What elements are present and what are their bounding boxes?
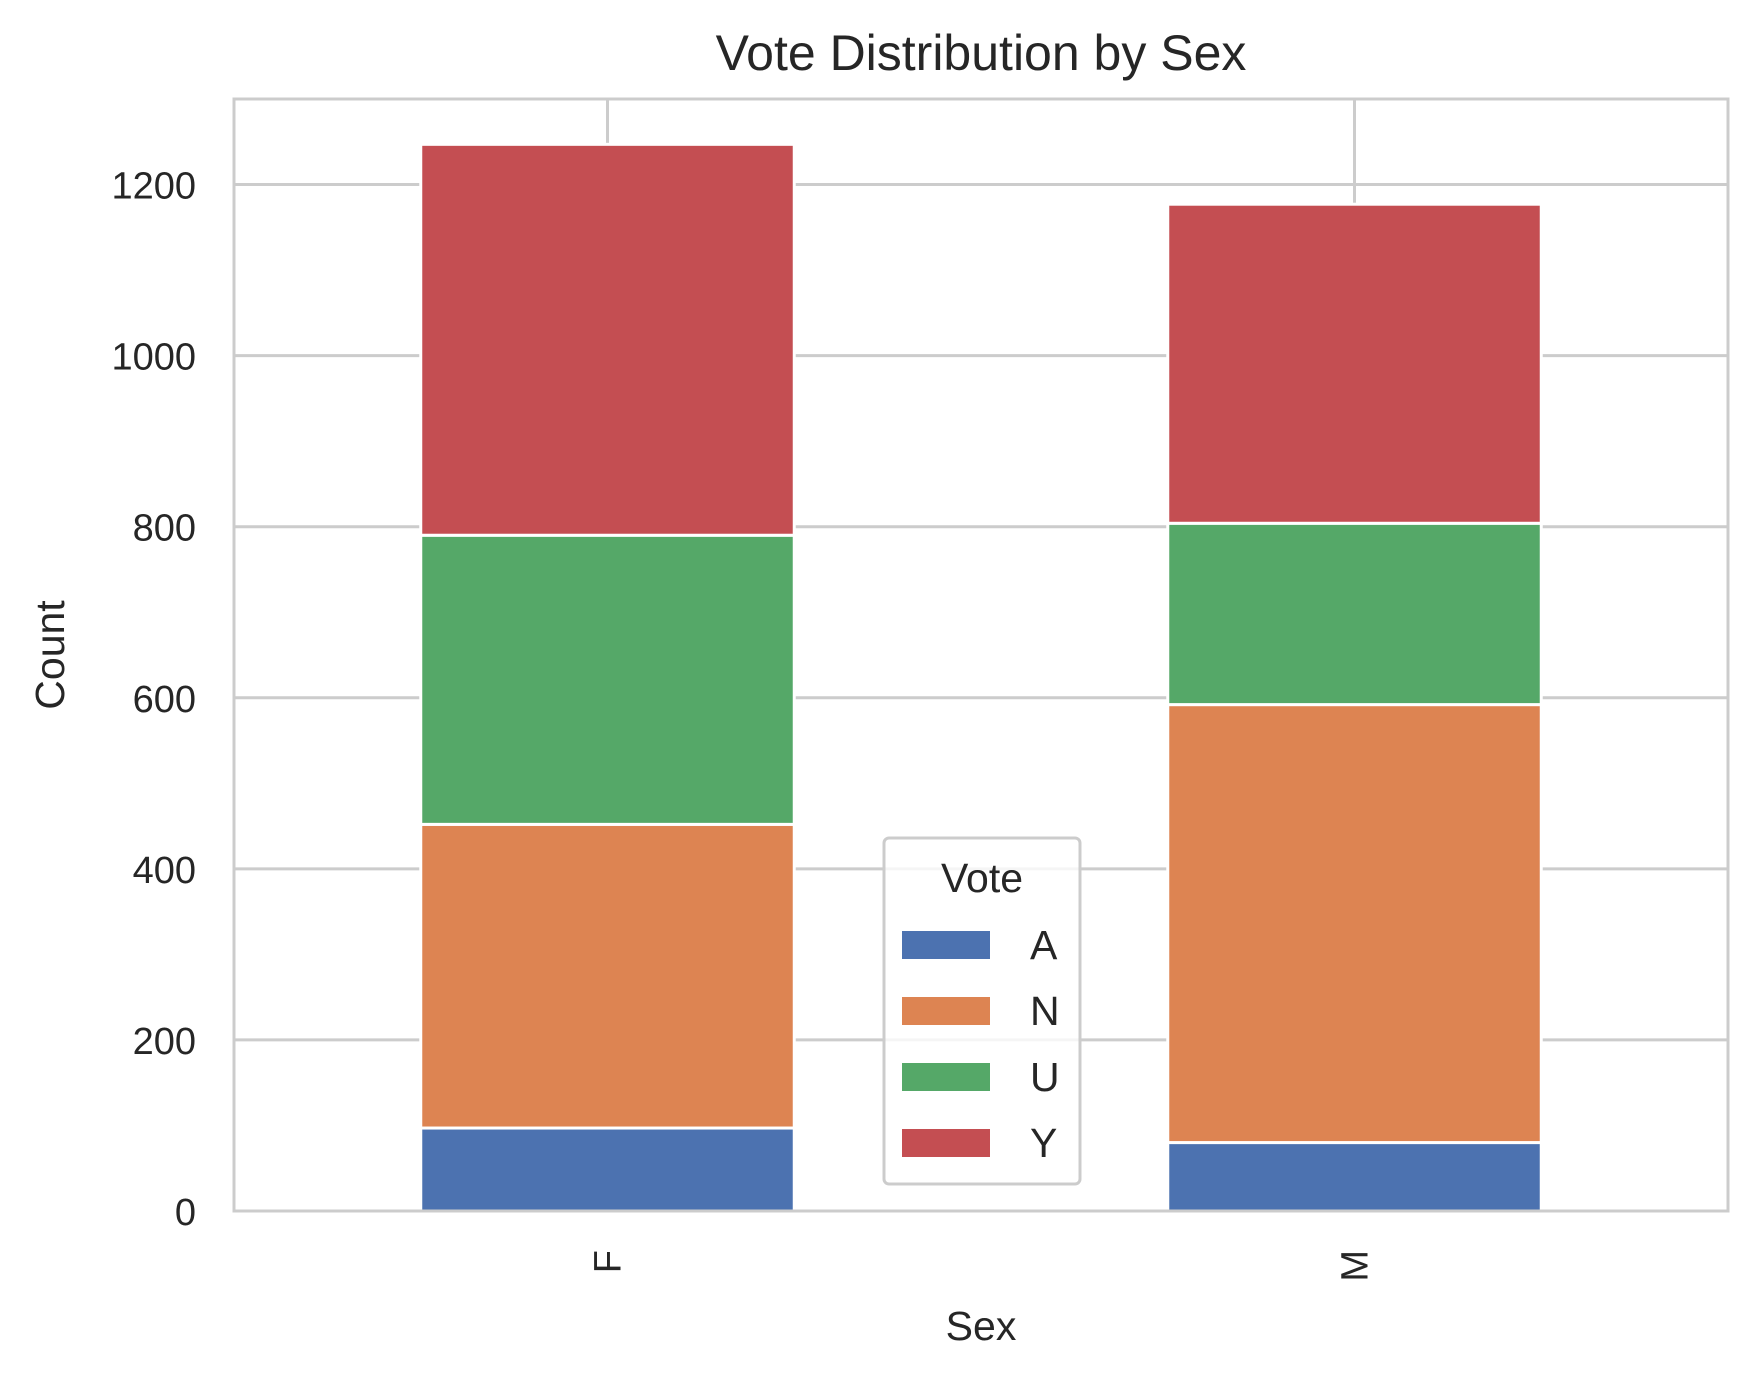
chart-title: Vote Distribution by Sex bbox=[716, 25, 1247, 81]
y-tick-label: 1200 bbox=[111, 166, 196, 208]
legend-label-N: N bbox=[1030, 988, 1060, 1034]
legend-label-U: U bbox=[1030, 1054, 1060, 1100]
y-tick-labels: 0 200 400 600 800 1000 1200 bbox=[111, 166, 196, 1234]
bar-N-F bbox=[419, 822, 796, 1130]
bar-U-M bbox=[1166, 521, 1543, 707]
bars-layer bbox=[419, 142, 1543, 1213]
x-tick-label: F bbox=[588, 1250, 630, 1273]
y-tick-label: 800 bbox=[133, 508, 196, 550]
y-tick-label: 1000 bbox=[111, 337, 196, 379]
bar-A-M bbox=[1166, 1141, 1543, 1213]
legend-label-A: A bbox=[1030, 922, 1058, 968]
y-tick-label: 0 bbox=[175, 1192, 196, 1234]
legend-swatch-Y bbox=[902, 1129, 990, 1157]
plot-frame bbox=[232, 97, 1730, 1213]
bar-U-F bbox=[419, 533, 796, 826]
y-tick-label: 600 bbox=[133, 679, 196, 721]
bar-Y-M bbox=[1166, 202, 1543, 525]
y-axis-label: Count bbox=[27, 600, 73, 710]
y-tick-label: 200 bbox=[133, 1021, 196, 1063]
bar-Y-F bbox=[419, 142, 796, 537]
y-tick-label: 400 bbox=[133, 850, 196, 892]
legend-swatch-N bbox=[902, 997, 990, 1025]
bar-A-F bbox=[419, 1126, 796, 1213]
legend-label-Y: Y bbox=[1030, 1120, 1057, 1166]
x-axis-label: Sex bbox=[946, 1303, 1017, 1349]
bar-N-M bbox=[1166, 703, 1543, 1145]
x-tick-label: M bbox=[1335, 1250, 1377, 1282]
legend-swatch-A bbox=[902, 931, 990, 959]
legend-swatch-U bbox=[902, 1063, 990, 1091]
legend-title: Vote bbox=[941, 855, 1023, 901]
